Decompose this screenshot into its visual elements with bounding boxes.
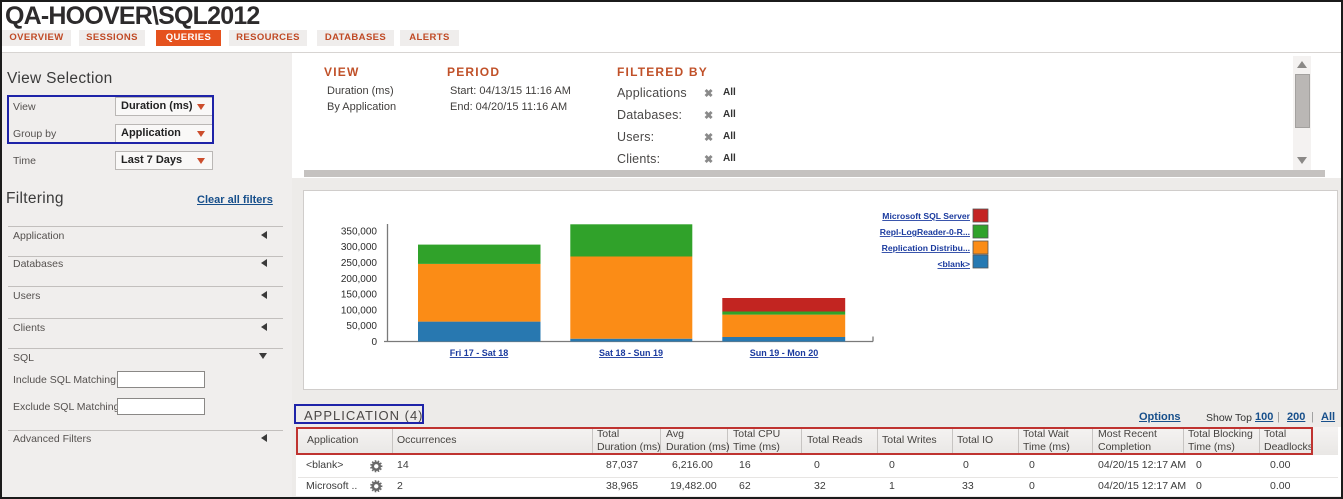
svg-text:Fri 17 - Sat 18: Fri 17 - Sat 18 — [450, 348, 509, 358]
svg-text:100,000: 100,000 — [341, 305, 378, 316]
svg-text:50,000: 50,000 — [346, 321, 377, 332]
svg-text:Microsoft SQL Server: Microsoft SQL Server — [882, 211, 970, 221]
svg-text:Repl-LogReader-0-R...: Repl-LogReader-0-R... — [880, 227, 970, 237]
svg-text:<blank>: <blank> — [938, 259, 970, 269]
svg-text:250,000: 250,000 — [341, 258, 378, 269]
svg-text:Sat 18 - Sun 19: Sat 18 - Sun 19 — [599, 348, 663, 358]
svg-text:Sun 19 - Mon 20: Sun 19 - Mon 20 — [750, 348, 819, 358]
svg-text:150,000: 150,000 — [341, 290, 378, 301]
svg-text:Replication Distribu...: Replication Distribu... — [882, 243, 970, 253]
svg-text:0: 0 — [371, 337, 377, 348]
svg-text:350,000: 350,000 — [341, 226, 378, 237]
svg-text:200,000: 200,000 — [341, 274, 378, 285]
svg-text:300,000: 300,000 — [341, 242, 378, 253]
